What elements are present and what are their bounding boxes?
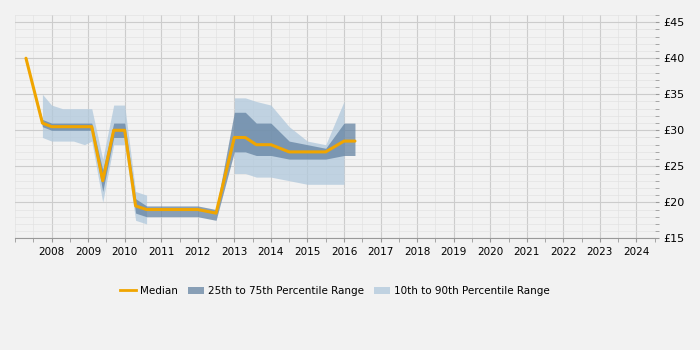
Legend: Median, 25th to 75th Percentile Range, 10th to 90th Percentile Range: Median, 25th to 75th Percentile Range, 1… bbox=[116, 282, 554, 300]
